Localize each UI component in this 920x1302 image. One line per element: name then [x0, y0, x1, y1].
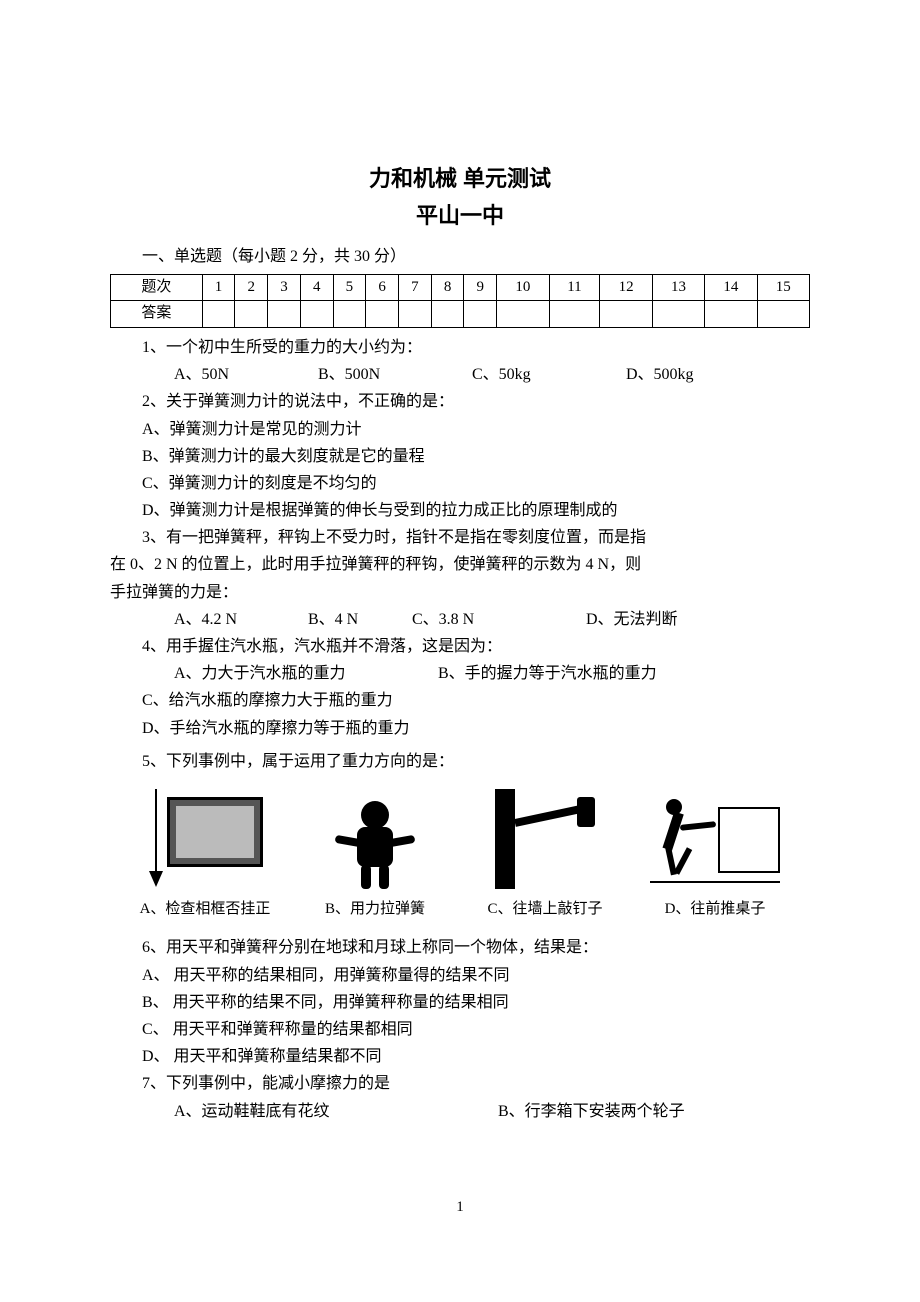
q7-opt-b: B、行李箱下安装两个轮子	[466, 1098, 685, 1125]
table-row: 答案	[111, 301, 810, 328]
q3-stem-2: 在 0、2 N 的位置上，此时用手拉弹簧秤的秤钩，使弹簧秤的示数为 4 N，则	[110, 551, 810, 578]
q4-opt-c: C、给汽水瓶的摩擦力大于瓶的重力	[110, 687, 810, 714]
table-row: 题次 1 2 3 4 5 6 7 8 9 10 11 12 13 14 15	[111, 274, 810, 301]
q5-cap-c: C、往墙上敲钉子	[465, 897, 625, 923]
q2-opt-b: B、弹簧测力计的最大刻度就是它的量程	[110, 443, 810, 470]
answer-cell	[549, 301, 600, 328]
q4-opt-d: D、手给汽水瓶的摩擦力等于瓶的重力	[110, 715, 810, 742]
col-num: 7	[398, 274, 431, 301]
answer-cell	[398, 301, 431, 328]
col-num: 13	[652, 274, 704, 301]
answer-cell	[705, 301, 757, 328]
q1-opt-c: C、50kg	[440, 361, 590, 388]
answer-grid: 题次 1 2 3 4 5 6 7 8 9 10 11 12 13 14 15 答…	[110, 274, 810, 328]
col-num: 5	[333, 274, 366, 301]
row-label: 答案	[111, 301, 203, 328]
push-box-icon	[650, 789, 780, 889]
answer-cell	[333, 301, 366, 328]
q6-stem: 6、用天平和弹簧秤分别在地球和月球上称同一个物体，结果是：	[110, 934, 810, 961]
figure-a	[130, 789, 280, 889]
q5-stem: 5、下列事例中，属于运用了重力方向的是：	[110, 748, 810, 775]
q1-options: A、50N B、500N C、50kg D、500kg	[110, 361, 810, 388]
page-number: 1	[110, 1195, 810, 1221]
answer-cell	[464, 301, 497, 328]
q2-opt-c: C、弹簧测力计的刻度是不均匀的	[110, 470, 810, 497]
answer-cell	[268, 301, 301, 328]
plumb-frame-icon	[145, 789, 265, 889]
q7-opt-a: A、运动鞋鞋底有花纹	[142, 1098, 462, 1125]
q1-opt-a: A、50N	[142, 361, 282, 388]
section-1-heading: 一、单选题（每小题 2 分，共 30 分）	[110, 243, 810, 270]
col-num: 10	[497, 274, 549, 301]
q7-row1: A、运动鞋鞋底有花纹 B、行李箱下安装两个轮子	[110, 1098, 810, 1125]
q5-cap-b: B、用力拉弹簧	[295, 897, 455, 923]
q6-opt-d: D、 用天平和弹簧称量结果都不同	[110, 1043, 810, 1070]
answer-cell	[600, 301, 652, 328]
col-num: 4	[300, 274, 333, 301]
q4-opt-a: A、力大于汽水瓶的重力	[142, 660, 402, 687]
q1-opt-b: B、500N	[286, 361, 436, 388]
q3-opt-d: D、无法判断	[554, 606, 678, 633]
q3-opt-a: A、4.2 N	[142, 606, 272, 633]
q5-cap-d: D、往前推桌子	[635, 897, 795, 923]
col-num: 8	[431, 274, 464, 301]
hammer-nail-icon	[485, 789, 605, 889]
q1-stem: 1、一个初中生所受的重力的大小约为：	[110, 334, 810, 361]
answer-cell	[757, 301, 810, 328]
q6-opt-b: B、 用天平称的结果不同，用弹簧秤称量的结果相同	[110, 989, 810, 1016]
q6-opt-c: C、 用天平和弹簧秤称量的结果都相同	[110, 1016, 810, 1043]
col-num: 14	[705, 274, 757, 301]
q7-stem: 7、下列事例中，能减小摩擦力的是	[110, 1070, 810, 1097]
school-name: 平山一中	[110, 197, 810, 234]
col-num: 1	[202, 274, 235, 301]
page-title: 力和机械 单元测试	[110, 160, 810, 197]
q5-image-row	[110, 789, 810, 889]
q3-opt-b: B、4 N	[276, 606, 376, 633]
q5-captions: A、检查相框否挂正 B、用力拉弹簧 C、往墙上敲钉子 D、往前推桌子	[110, 897, 810, 923]
row-label: 题次	[111, 274, 203, 301]
answer-cell	[300, 301, 333, 328]
q1-opt-d: D、500kg	[594, 361, 694, 388]
answer-cell	[497, 301, 549, 328]
q6-opt-a: A、 用天平称的结果相同，用弹簧称量得的结果不同	[110, 962, 810, 989]
q3-opt-c: C、3.8 N	[380, 606, 550, 633]
q4-row1: A、力大于汽水瓶的重力 B、手的握力等于汽水瓶的重力	[110, 660, 810, 687]
col-num: 11	[549, 274, 600, 301]
answer-cell	[431, 301, 464, 328]
q4-opt-b: B、手的握力等于汽水瓶的重力	[406, 660, 657, 687]
figure-b	[300, 799, 450, 889]
q5-cap-a: A、检查相框否挂正	[125, 897, 285, 923]
q2-stem: 2、关于弹簧测力计的说法中，不正确的是：	[110, 388, 810, 415]
answer-cell	[202, 301, 235, 328]
col-num: 9	[464, 274, 497, 301]
q3-stem-3: 手拉弹簧的力是：	[110, 579, 810, 606]
col-num: 2	[235, 274, 268, 301]
col-num: 3	[268, 274, 301, 301]
answer-cell	[652, 301, 704, 328]
answer-cell	[366, 301, 399, 328]
col-num: 6	[366, 274, 399, 301]
q4-stem: 4、用手握住汽水瓶，汽水瓶并不滑落，这是因为：	[110, 633, 810, 660]
col-num: 12	[600, 274, 652, 301]
q3-stem-1: 3、有一把弹簧秤，秤钩上不受力时，指针不是指在零刻度位置，而是指	[110, 524, 810, 551]
figure-d	[640, 789, 790, 889]
q2-opt-d: D、弹簧测力计是根据弹簧的伸长与受到的拉力成正比的原理制成的	[110, 497, 810, 524]
q2-opt-a: A、弹簧测力计是常见的测力计	[110, 416, 810, 443]
col-num: 15	[757, 274, 810, 301]
spring-pull-icon	[345, 799, 405, 889]
q3-options: A、4.2 N B、4 N C、3.8 N D、无法判断	[110, 606, 810, 633]
answer-cell	[235, 301, 268, 328]
figure-c	[470, 789, 620, 889]
